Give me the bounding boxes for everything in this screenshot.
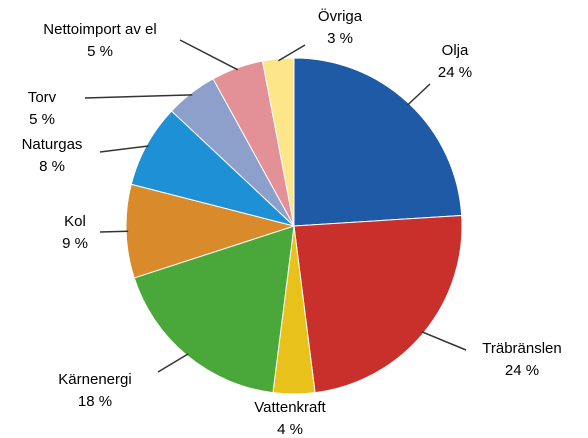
pie-slice [293, 57, 463, 227]
slice-label: Kol 9 % [62, 211, 88, 255]
leader-line [179, 39, 239, 71]
leader-line [84, 94, 193, 99]
slice-label: Naturgas 8 % [22, 134, 83, 178]
category-label: Naturgas [21, 136, 83, 153]
value-label: 3 % [327, 30, 353, 47]
leader-line [407, 83, 431, 106]
slice-label: Träbränslen 24 % [482, 338, 561, 382]
leader-line [157, 353, 189, 373]
slice-label: Kärnenergi 18 % [58, 369, 131, 413]
leader-line [99, 230, 129, 233]
category-label: Kol [64, 213, 86, 230]
slice-label: Olja 24 % [438, 40, 472, 84]
category-label: Kärnenergi [58, 371, 132, 388]
category-label: Nettoimport av el [43, 21, 157, 38]
value-label: 24 % [437, 64, 473, 81]
value-label: 18 % [77, 393, 113, 410]
category-label: Övriga [317, 8, 363, 25]
slice-label: Nettoimport av el 5 % [35, 19, 165, 63]
value-label: 9 % [62, 235, 88, 252]
category-label: Torv [27, 89, 57, 106]
slice-label: Torv 5 % [28, 87, 56, 131]
pie-slice [261, 57, 295, 227]
leader-line [277, 44, 306, 62]
category-label: Vattenkraft [254, 399, 326, 416]
leader-line [99, 145, 149, 153]
value-label: 5 % [29, 111, 55, 128]
pie-slice [293, 214, 463, 394]
value-label: 5 % [87, 43, 113, 60]
slice-label: Övriga 3 % [318, 6, 362, 50]
value-label: 4 % [277, 421, 303, 438]
category-label: Träbränslen [482, 340, 562, 357]
category-label: Olja [441, 42, 469, 59]
leader-line [421, 331, 467, 351]
value-label: 8 % [39, 158, 65, 175]
value-label: 24 % [504, 362, 540, 379]
slice-label: Vattenkraft 4 % [254, 397, 325, 438]
